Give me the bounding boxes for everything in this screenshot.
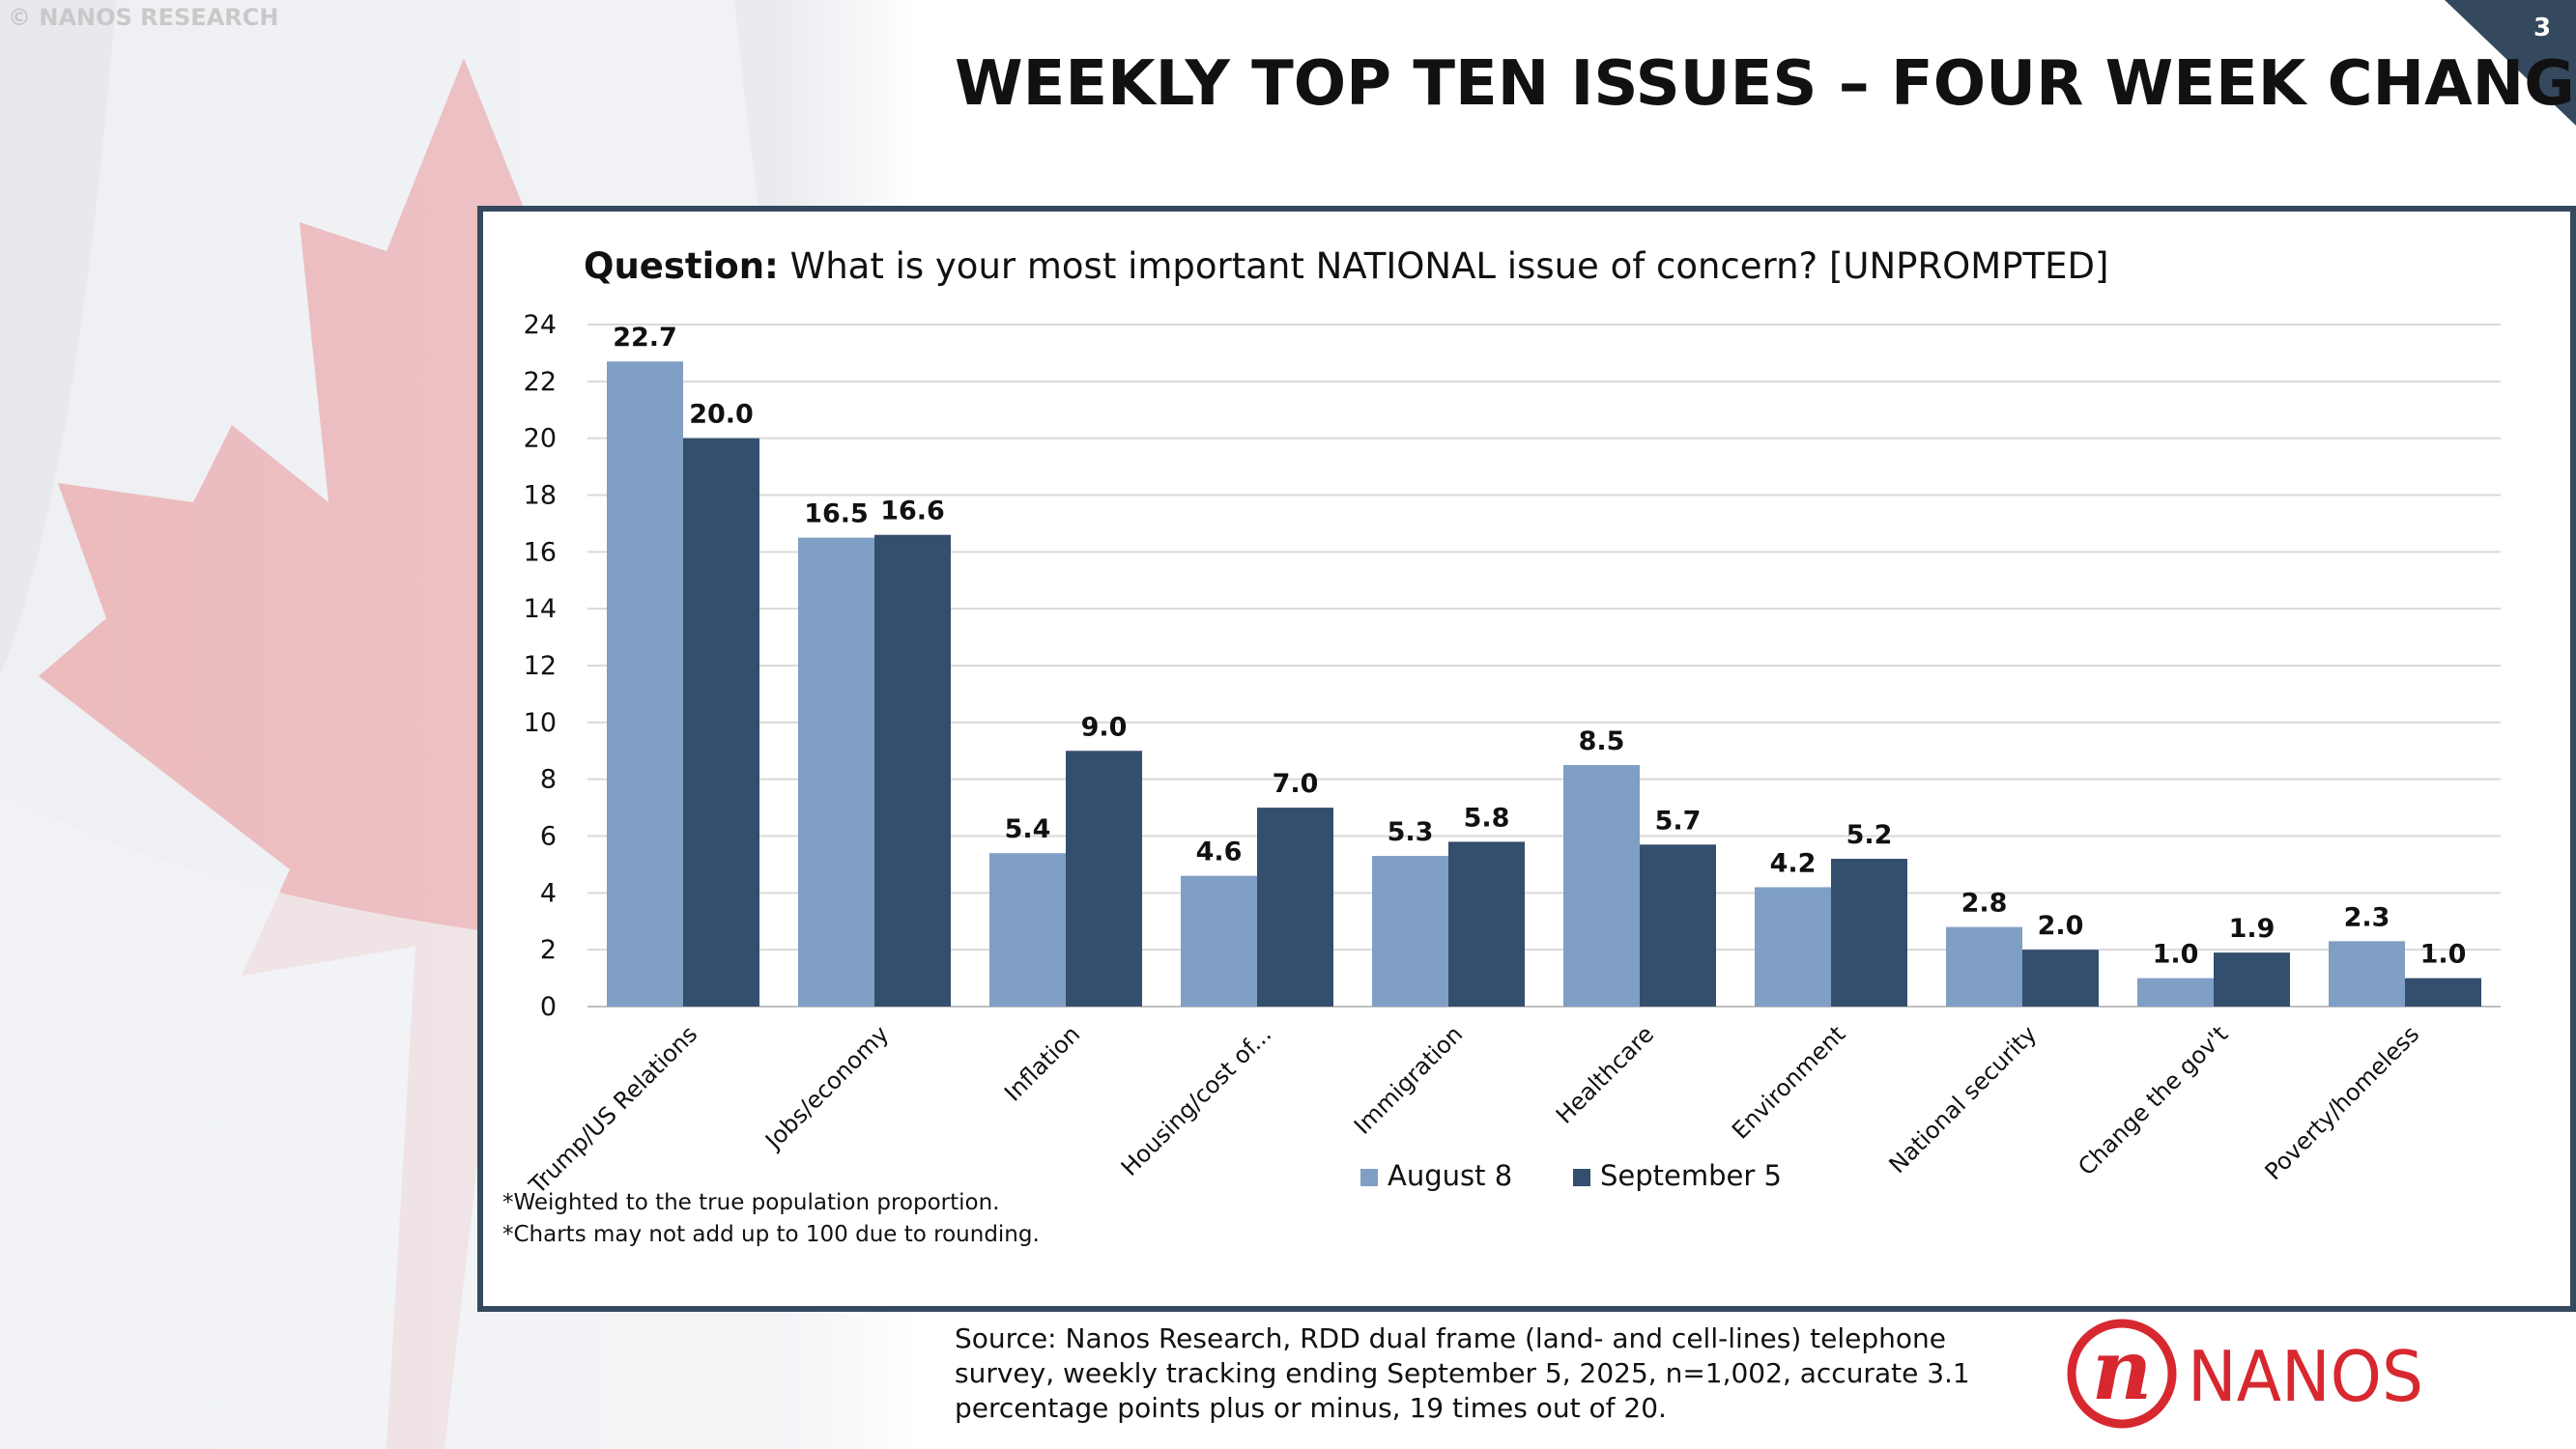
y-tick-label: 14 [524, 594, 557, 624]
bar-september-5 [2405, 978, 2481, 1007]
page-number: 3 [2533, 14, 2552, 43]
bar-september-5 [1257, 808, 1333, 1007]
data-label: 5.7 [1655, 806, 1702, 836]
question-label: Question: [584, 245, 779, 287]
data-labels: 22.7 20.0 16.5 16.6 5.4 9.0 4.6 7.0 5.3 5.8 8.5 5.7… [613, 323, 2466, 969]
bar-august-8 [989, 853, 1066, 1007]
bar-august-8 [1563, 764, 1640, 1007]
bar-august-8 [1181, 875, 1257, 1007]
legend-label: August 8 [1388, 1159, 1512, 1192]
bar-august-8 [798, 537, 874, 1007]
data-label: 9.0 [1081, 712, 1128, 742]
bar-september-5 [1066, 751, 1142, 1007]
question-text: What is your most important NATIONAL iss… [789, 245, 2109, 287]
x-tick-label: Jobs/economy [758, 1020, 894, 1155]
footnote-rounding: *Charts may not add up to 100 due to rou… [502, 1222, 1040, 1247]
y-tick-label: 8 [540, 765, 557, 795]
bar-august-8 [1372, 856, 1448, 1007]
legend-label: September 5 [1600, 1159, 1782, 1192]
nanos-logo: n NANOS [2067, 1319, 2423, 1429]
data-label: 5.2 [1846, 820, 1893, 850]
data-label: 2.8 [1961, 889, 2008, 919]
logo-wordmark: NANOS [2188, 1336, 2423, 1417]
bar-september-5 [683, 438, 759, 1008]
data-label: 5.3 [1388, 817, 1434, 847]
x-tick-label: National security [1884, 1020, 2043, 1179]
bar-august-8 [2329, 941, 2405, 1007]
bar-august-8 [1946, 926, 2022, 1007]
data-label: 5.8 [1464, 803, 1510, 833]
logo-letter: n [2092, 1321, 2153, 1419]
y-tick-label: 18 [524, 481, 557, 511]
x-tick-label: Inflation [999, 1020, 1085, 1106]
y-tick-label: 0 [540, 992, 557, 1022]
chart-bars [607, 361, 2481, 1008]
bar-august-8 [1755, 887, 1831, 1007]
copyright-text: © NANOS RESEARCH [8, 4, 279, 31]
bar-september-5 [2214, 952, 2290, 1007]
data-label: 16.6 [880, 497, 945, 526]
source-note: Source: Nanos Research, RDD dual frame (… [955, 1322, 1970, 1424]
data-label: 4.6 [1196, 838, 1243, 867]
data-label: 20.0 [689, 400, 754, 430]
y-tick-label: 4 [540, 878, 557, 908]
chart-legend: August 8 September 5 [1360, 1159, 1782, 1192]
page-title: WEEKLY TOP TEN ISSUES – FOUR WEEK CHANGE [955, 48, 2576, 120]
data-label: 8.5 [1579, 726, 1625, 756]
data-label: 16.5 [804, 499, 869, 529]
x-tick-label: Immigration [1349, 1020, 1468, 1139]
y-tick-label: 6 [540, 822, 557, 852]
y-tick-label: 12 [524, 651, 557, 681]
x-tick-label: Trump/US Relations [524, 1020, 703, 1200]
data-label: 7.0 [1273, 769, 1319, 799]
data-label: 4.2 [1770, 848, 1817, 878]
data-label: 2.0 [2038, 911, 2084, 941]
data-label: 1.0 [2153, 940, 2199, 970]
bar-september-5 [1831, 859, 1907, 1007]
data-label: 2.3 [2344, 902, 2390, 932]
bar-september-5 [874, 534, 951, 1007]
legend-swatch [1360, 1169, 1378, 1186]
y-tick-label: 10 [524, 708, 557, 738]
data-label: 1.0 [2420, 940, 2467, 970]
bar-september-5 [1640, 844, 1716, 1007]
bar-september-5 [1448, 841, 1525, 1007]
data-label: 22.7 [613, 323, 677, 353]
x-tick-label: Change the gov't [2073, 1020, 2233, 1180]
x-tick-label: Environment [1727, 1020, 1850, 1144]
data-label: 1.9 [2229, 914, 2275, 944]
chart-question: Question: What is your most important NA… [584, 245, 2108, 287]
y-tick-label: 16 [524, 537, 557, 567]
bar-august-8 [607, 361, 683, 1007]
y-tick-label: 2 [540, 935, 557, 965]
y-tick-label: 24 [524, 310, 557, 340]
y-tick-label: 22 [524, 367, 557, 397]
footnote-weighting: *Weighted to the true population proport… [502, 1190, 1000, 1215]
bar-september-5 [2022, 950, 2099, 1007]
legend-swatch [1573, 1169, 1590, 1186]
data-label: 5.4 [1005, 814, 1051, 844]
y-tick-label: 20 [524, 424, 557, 454]
x-tick-label: Healthcare [1551, 1020, 1659, 1128]
x-tick-label: Poverty/homeless [2260, 1020, 2425, 1185]
x-tick-label: Housing/cost of... [1116, 1020, 1276, 1180]
bar-august-8 [2137, 978, 2214, 1007]
